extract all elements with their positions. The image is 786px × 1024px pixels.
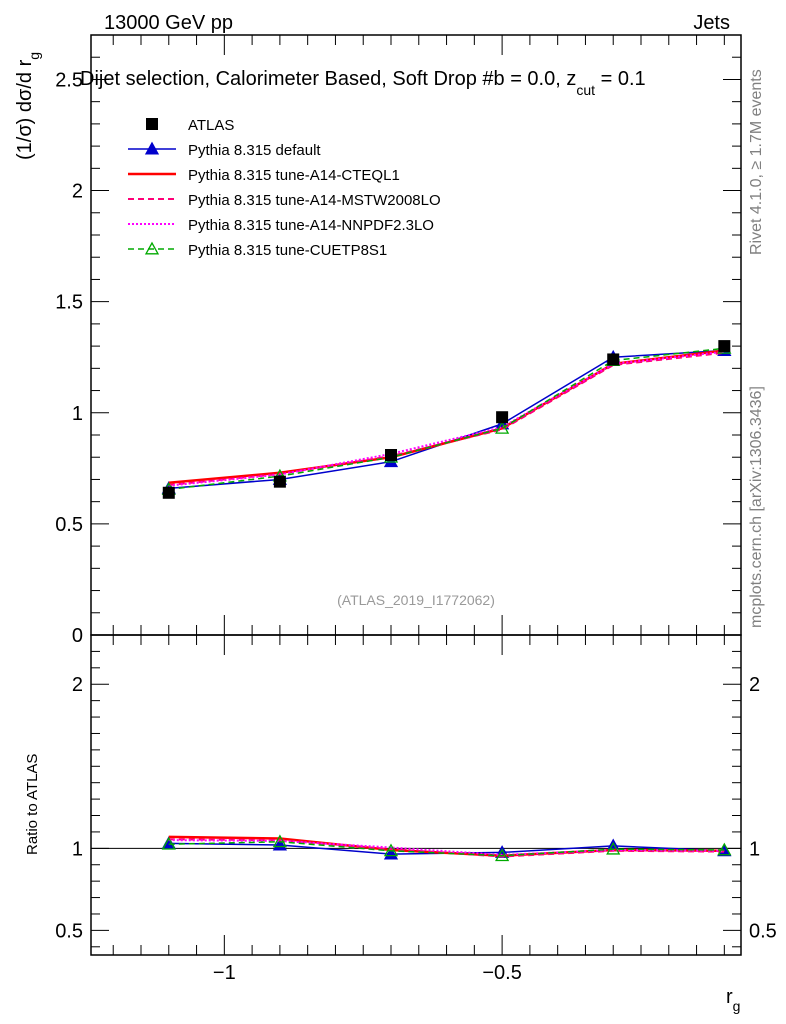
legend-marker-4: [144, 241, 160, 255]
series-line-4: [168, 347, 725, 491]
legend-label-atlas: ATLAS: [188, 117, 234, 134]
header-right: Jets: [693, 12, 730, 34]
legend: ATLAS Pythia 8.315 default Pythia 8.315 tu…: [128, 117, 441, 259]
x-axis-label-text: r: [726, 986, 733, 1008]
ratio-line-4: [168, 841, 725, 857]
plot-subtitle: Dijet selection, Calorimeter Based, Soft…: [80, 68, 646, 98]
mcplots-label: mcplots.cern.ch [arXiv:1306.3436]: [748, 386, 765, 628]
x-axis-label-sub: g: [733, 998, 741, 1014]
ratio-point-4: [161, 836, 176, 850]
ratio-point-4: [495, 848, 510, 862]
ratio-point-4: [717, 842, 732, 856]
legend-atlas-marker: [146, 118, 158, 130]
legend-marker-0: [144, 141, 160, 155]
y-axis-label-ratio: Ratio to ATLAS: [24, 754, 41, 855]
ratio-y-tick-label-left: 0.5: [55, 920, 83, 942]
series-point-4: [495, 420, 510, 434]
y-axis-label-main: (1/σ) dσ/d rg: [14, 52, 42, 160]
y-axis-label-main-text: (1/σ) dσ/d r: [14, 59, 36, 160]
y-tick-label: 2.5: [55, 69, 83, 91]
x-tick-label: −1: [213, 962, 236, 984]
y-tick-label: 1.5: [55, 292, 83, 314]
x-axis-label: rg: [726, 986, 740, 1014]
atlas-data-point: [385, 449, 397, 461]
series-line-2: [168, 351, 725, 486]
subtitle-end: = 0.1: [595, 68, 646, 90]
rivet-version-label: Rivet 4.1.0, ≥ 1.7M events: [748, 69, 765, 255]
series-point-0: [383, 454, 399, 468]
legend-label-2: Pythia 8.315 tune-A14-MSTW2008LO: [188, 192, 441, 209]
analysis-watermark: (ATLAS_2019_I1772062): [337, 592, 495, 608]
series-line-1: [168, 349, 725, 485]
y-tick-label: 0: [72, 625, 83, 647]
ratio-y-tick-label-right: 0.5: [749, 920, 777, 942]
ratio-point-4: [272, 834, 287, 848]
ratio-series: [161, 834, 732, 862]
atlas-data-point: [162, 486, 175, 499]
ratio-y-tick-label-left: 1: [72, 838, 83, 860]
subtitle-sub: cut: [576, 82, 595, 98]
ratio-y-tick-label-left: 2: [72, 674, 83, 696]
ratio-ticks: 0.5 0.5 1 1 2 2: [55, 650, 777, 948]
legend-label-4: Pythia 8.315 tune-CUETP8S1: [188, 242, 387, 259]
ratio-plot-frame: [90, 634, 742, 956]
main-series: [161, 340, 732, 499]
y-tick-label: 1: [72, 403, 83, 425]
ratio-y-tick-label-right: 2: [749, 674, 760, 696]
ratio-point-4: [383, 843, 399, 857]
atlas-data-point: [718, 340, 731, 353]
y-axis-label-main-sub: g: [26, 52, 42, 60]
ratio-point-4: [606, 841, 621, 855]
subtitle-main: Dijet selection, Calorimeter Based, Soft…: [80, 68, 576, 90]
series-line-0: [168, 349, 725, 490]
header-left: 13000 GeV pp: [104, 12, 233, 34]
main-ticks: 0 0.5 1 1.5 2 2.5: [55, 56, 741, 647]
atlas-data-point: [273, 475, 286, 488]
y-tick-label: 2: [72, 181, 83, 203]
ratio-line-3: [168, 839, 725, 856]
x-ticks: −1 −0.5: [112, 35, 725, 984]
legend-label-1: Pythia 8.315 tune-A14-CTEQL1: [188, 167, 400, 184]
legend-label-3: Pythia 8.315 tune-A14-NNPDF2.3LO: [188, 217, 434, 234]
legend-label-0: Pythia 8.315 default: [188, 142, 321, 159]
y-tick-label: 0.5: [55, 514, 83, 536]
x-tick-label: −0.5: [482, 962, 521, 984]
atlas-data-point: [496, 411, 509, 424]
ratio-y-tick-label-right: 1: [749, 838, 760, 860]
series-line-3: [168, 350, 725, 487]
atlas-data-point: [607, 353, 620, 366]
